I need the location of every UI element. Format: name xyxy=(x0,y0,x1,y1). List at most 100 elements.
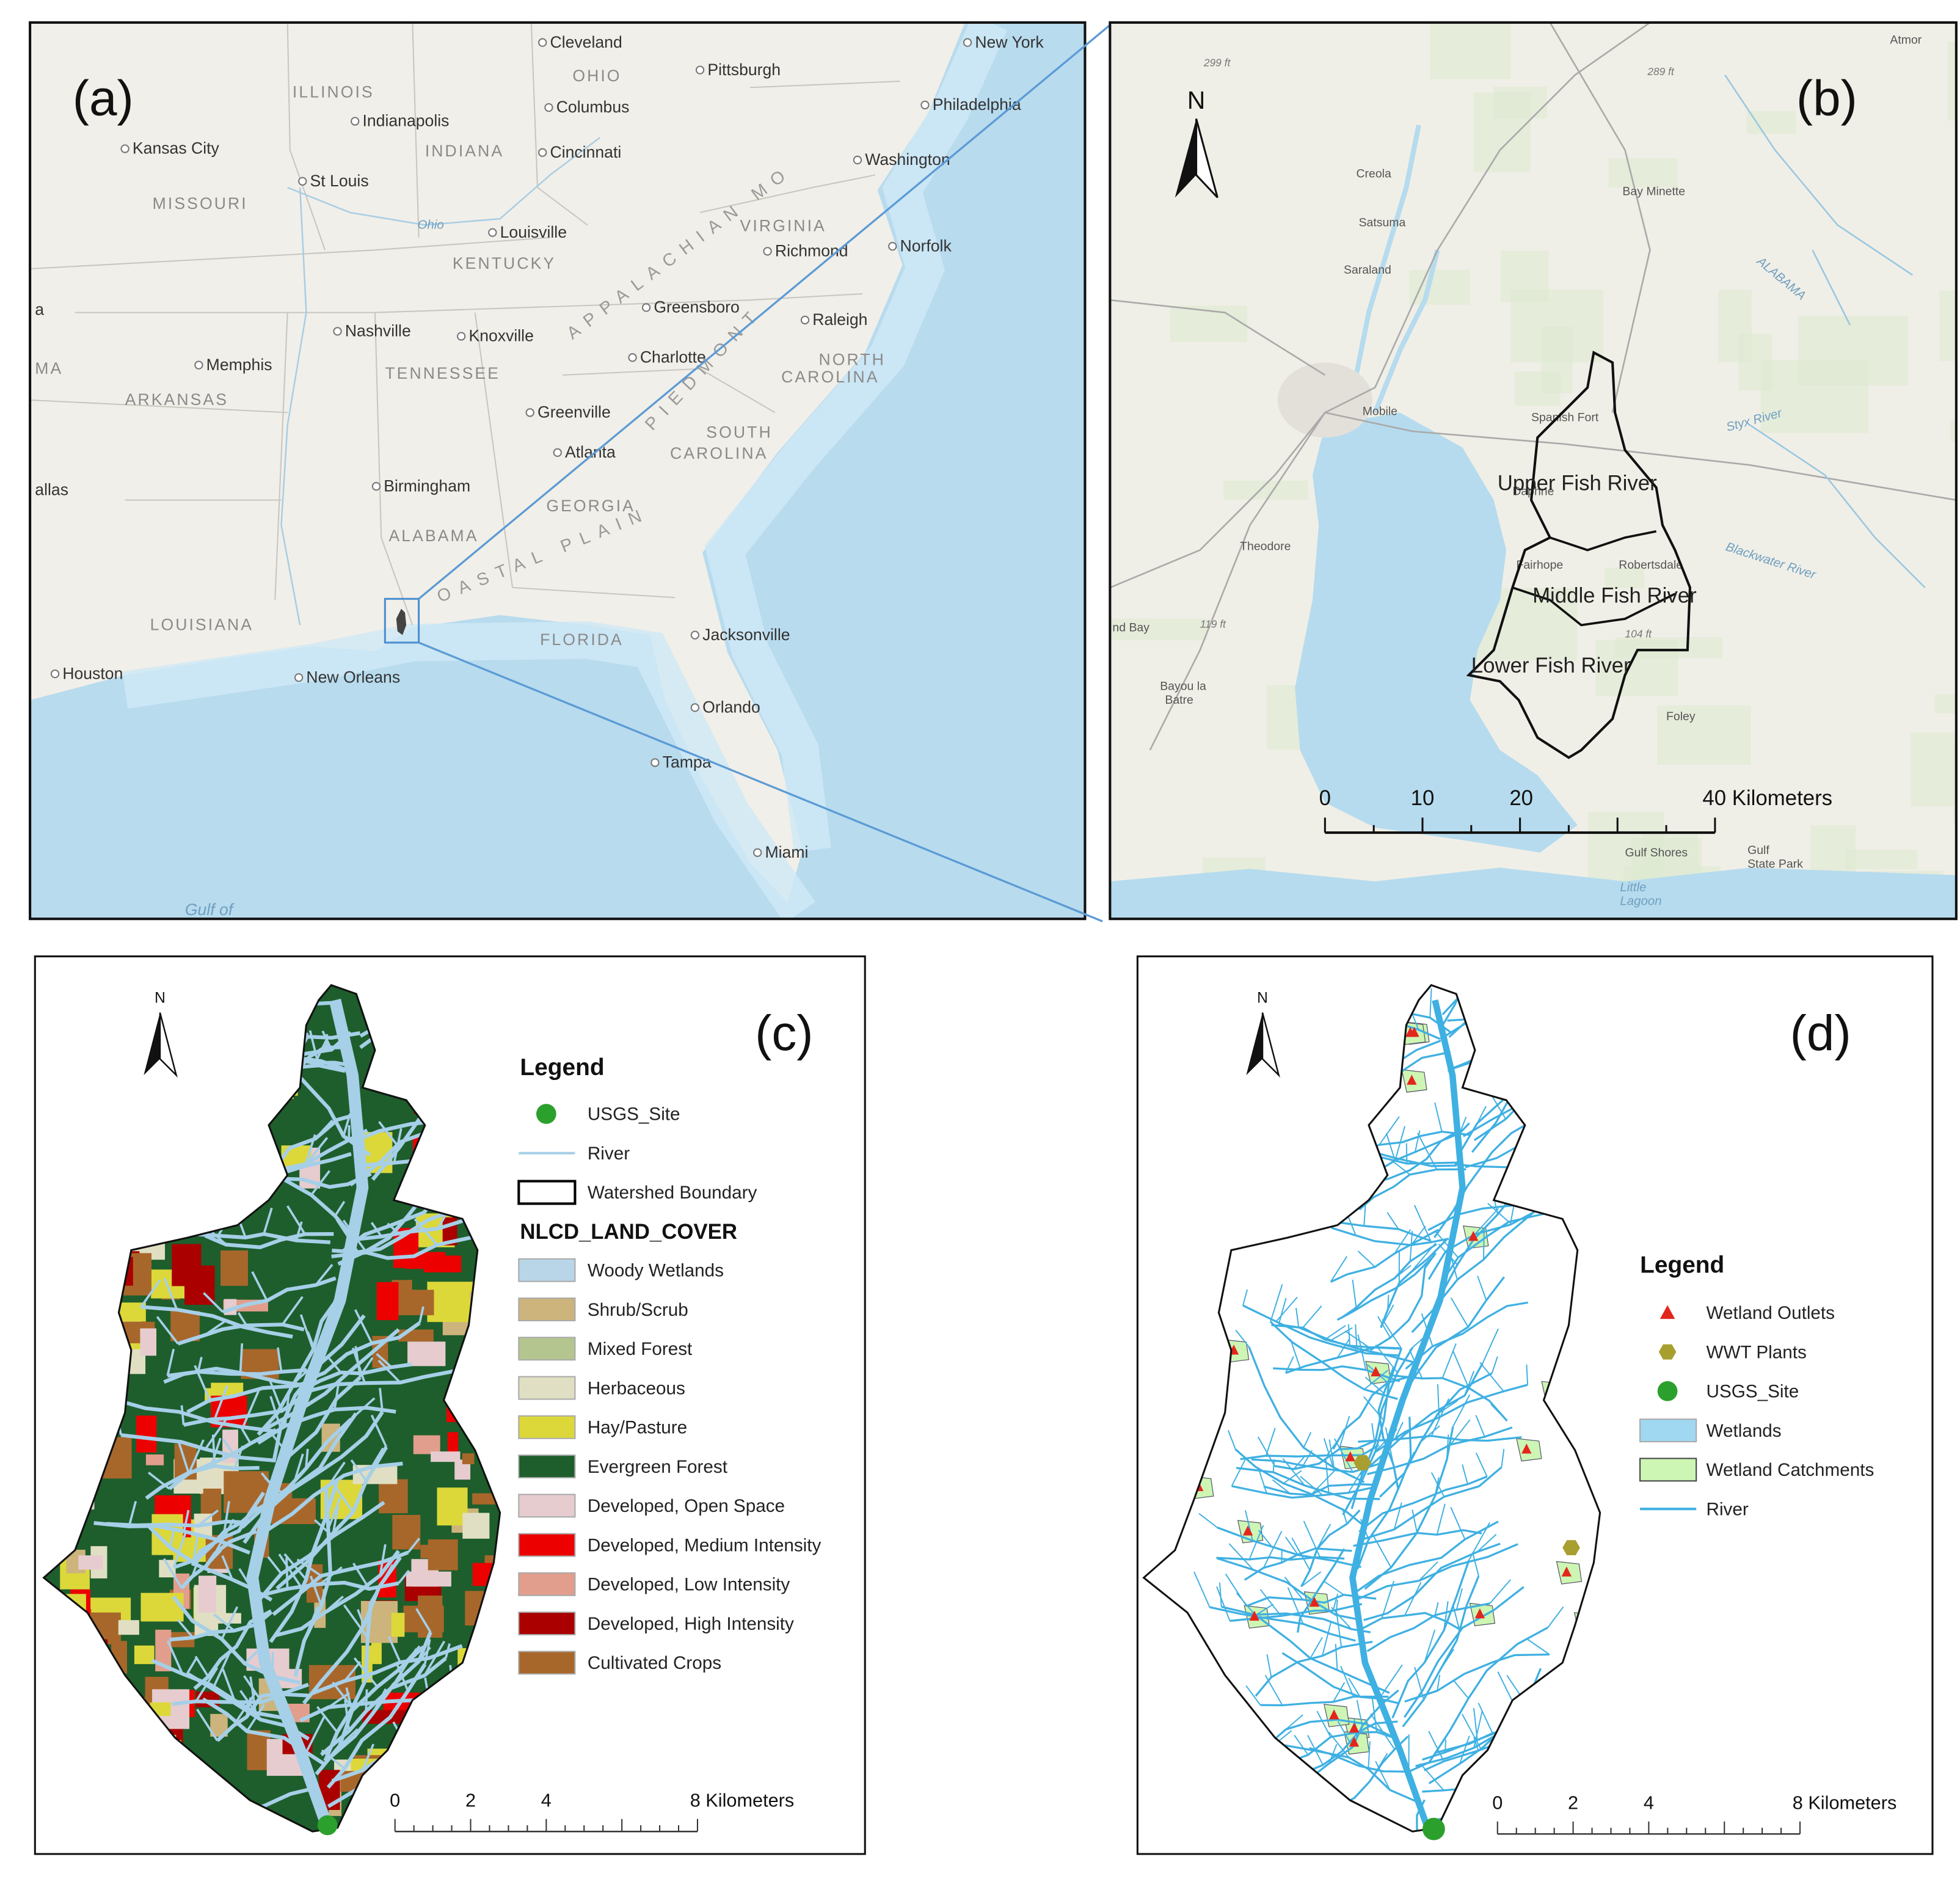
north-label: N xyxy=(1257,990,1268,1006)
watershed-boundary xyxy=(42,983,501,1833)
river-line xyxy=(1450,1297,1469,1327)
river-line xyxy=(1459,1117,1467,1134)
wetland-outlet xyxy=(1309,1596,1320,1607)
river-line xyxy=(1332,1593,1339,1611)
river-line xyxy=(1236,1593,1256,1616)
river-line xyxy=(1219,1582,1222,1607)
land-cover-patch xyxy=(379,1479,408,1514)
river-line xyxy=(232,1691,257,1727)
river-line xyxy=(1353,1529,1482,1547)
state-border xyxy=(530,22,588,226)
river-line xyxy=(1489,1579,1511,1604)
river-main xyxy=(1349,999,1466,1829)
river-line xyxy=(1311,1468,1337,1495)
river-line xyxy=(1336,1611,1342,1647)
river-line xyxy=(1295,1307,1300,1328)
city-label: a xyxy=(35,301,44,319)
river-line xyxy=(1230,1603,1363,1622)
river-line xyxy=(370,1564,394,1602)
river-line xyxy=(1476,1106,1487,1124)
land-cover-patch xyxy=(437,1487,468,1526)
place-label: INDIANA xyxy=(425,142,504,160)
place-label: MA xyxy=(35,359,63,378)
river-line xyxy=(145,1464,260,1500)
river-line xyxy=(220,1606,239,1640)
legend-label: River xyxy=(588,1144,630,1164)
wetland-outlet xyxy=(1521,1443,1532,1454)
river-line xyxy=(1487,1203,1509,1222)
river-line xyxy=(257,1290,345,1436)
river-line xyxy=(1364,1426,1454,1590)
forest-patch xyxy=(1950,420,1956,441)
river-line xyxy=(285,1558,289,1589)
river-line xyxy=(267,1556,283,1575)
watershed-boundary xyxy=(1142,983,1601,1833)
place-label: Mobile xyxy=(1363,404,1397,418)
river-line xyxy=(246,1704,265,1732)
legend-swatch xyxy=(1658,1344,1677,1360)
river-line xyxy=(1234,1448,1365,1527)
legend-swatch xyxy=(518,1415,576,1439)
river-line xyxy=(151,1658,291,1721)
river-line xyxy=(325,1461,346,1490)
city-dot xyxy=(351,117,360,126)
river-line xyxy=(242,1390,260,1428)
river-line xyxy=(1479,1362,1504,1392)
river-line xyxy=(1248,1525,1264,1560)
river-line xyxy=(1330,1228,1440,1283)
forest-patch xyxy=(1111,618,1208,641)
river-line xyxy=(214,1519,235,1554)
river-line xyxy=(1362,1466,1503,1541)
place-label: TENNESSEE xyxy=(385,364,500,382)
river-line xyxy=(278,1553,305,1591)
land-cover-patch xyxy=(140,1593,184,1622)
river-line xyxy=(1216,1586,1231,1621)
panel-a: Cleveland Pittsburgh New York OHIO Columbus I… xyxy=(30,22,1085,919)
river-line xyxy=(1357,1250,1375,1268)
scale-label: 0 xyxy=(1492,1792,1503,1813)
river-line xyxy=(1228,1543,1254,1571)
land-cover-patch xyxy=(172,1244,202,1286)
place-label: GEORGIA xyxy=(546,497,635,515)
river-line xyxy=(1476,1534,1497,1553)
river-line xyxy=(1454,1680,1469,1699)
river-line xyxy=(280,187,307,626)
bay xyxy=(1295,412,1578,853)
river-line xyxy=(1335,1644,1338,1671)
place-label: Little xyxy=(1620,880,1646,894)
river-line xyxy=(1434,1114,1543,1238)
river-line xyxy=(1392,1374,1508,1422)
scale-label: 2 xyxy=(1568,1792,1578,1813)
river-line xyxy=(1379,1664,1403,1699)
river-line xyxy=(1450,1257,1458,1280)
city-dot xyxy=(628,353,637,362)
city-area xyxy=(1277,362,1373,438)
river-line xyxy=(1240,1444,1380,1461)
river-line xyxy=(1501,1448,1505,1468)
legend-label: USGS_Site xyxy=(588,1104,680,1125)
river-line xyxy=(1371,1696,1378,1732)
river-line xyxy=(1330,1327,1353,1341)
forest-patch xyxy=(1514,371,1561,406)
legend-label: Wetlands xyxy=(1707,1421,1782,1441)
state-border xyxy=(562,368,776,414)
river-line xyxy=(1328,1731,1349,1758)
river-line xyxy=(361,1357,374,1374)
forest-patch xyxy=(1746,111,1796,134)
legend-swatch xyxy=(518,1297,576,1322)
river-line xyxy=(1424,1629,1436,1663)
river-line xyxy=(1303,1432,1312,1448)
wetland-outlet xyxy=(1349,1737,1360,1747)
river-line xyxy=(156,1316,179,1344)
city-label: Jacksonville xyxy=(702,626,790,644)
river-line xyxy=(1404,1582,1422,1616)
river-line xyxy=(1369,1252,1437,1351)
city-label: New Orleans xyxy=(306,668,400,686)
river-line xyxy=(370,1414,388,1448)
river-line xyxy=(1235,1329,1250,1348)
wetland-outlet xyxy=(1345,1451,1355,1462)
river-line xyxy=(1231,1459,1246,1487)
river-line xyxy=(334,1200,346,1217)
scale-label: 10 xyxy=(1411,787,1435,810)
road xyxy=(1149,412,1326,751)
